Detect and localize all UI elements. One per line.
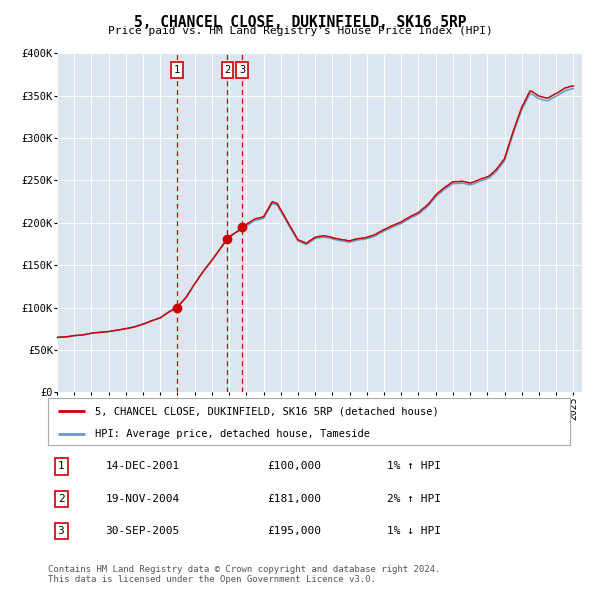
Text: HPI: Average price, detached house, Tameside: HPI: Average price, detached house, Tame… bbox=[95, 429, 370, 438]
Text: Price paid vs. HM Land Registry's House Price Index (HPI): Price paid vs. HM Land Registry's House … bbox=[107, 26, 493, 36]
Text: 5, CHANCEL CLOSE, DUKINFIELD, SK16 5RP: 5, CHANCEL CLOSE, DUKINFIELD, SK16 5RP bbox=[134, 15, 466, 30]
Text: 19-NOV-2004: 19-NOV-2004 bbox=[106, 494, 179, 504]
Text: Contains HM Land Registry data © Crown copyright and database right 2024.
This d: Contains HM Land Registry data © Crown c… bbox=[48, 565, 440, 584]
Text: 2: 2 bbox=[58, 494, 64, 504]
Text: 3: 3 bbox=[58, 526, 64, 536]
Text: £100,000: £100,000 bbox=[267, 461, 321, 471]
Text: 1% ↑ HPI: 1% ↑ HPI bbox=[388, 461, 442, 471]
Text: 1: 1 bbox=[173, 65, 180, 75]
Text: 30-SEP-2005: 30-SEP-2005 bbox=[106, 526, 179, 536]
Text: 14-DEC-2001: 14-DEC-2001 bbox=[106, 461, 179, 471]
Text: 5, CHANCEL CLOSE, DUKINFIELD, SK16 5RP (detached house): 5, CHANCEL CLOSE, DUKINFIELD, SK16 5RP (… bbox=[95, 407, 439, 417]
Text: 3: 3 bbox=[239, 65, 245, 75]
Text: 2% ↑ HPI: 2% ↑ HPI bbox=[388, 494, 442, 504]
Text: £181,000: £181,000 bbox=[267, 494, 321, 504]
Text: 2: 2 bbox=[224, 65, 230, 75]
Text: 1: 1 bbox=[58, 461, 64, 471]
Text: 1% ↓ HPI: 1% ↓ HPI bbox=[388, 526, 442, 536]
Text: £195,000: £195,000 bbox=[267, 526, 321, 536]
